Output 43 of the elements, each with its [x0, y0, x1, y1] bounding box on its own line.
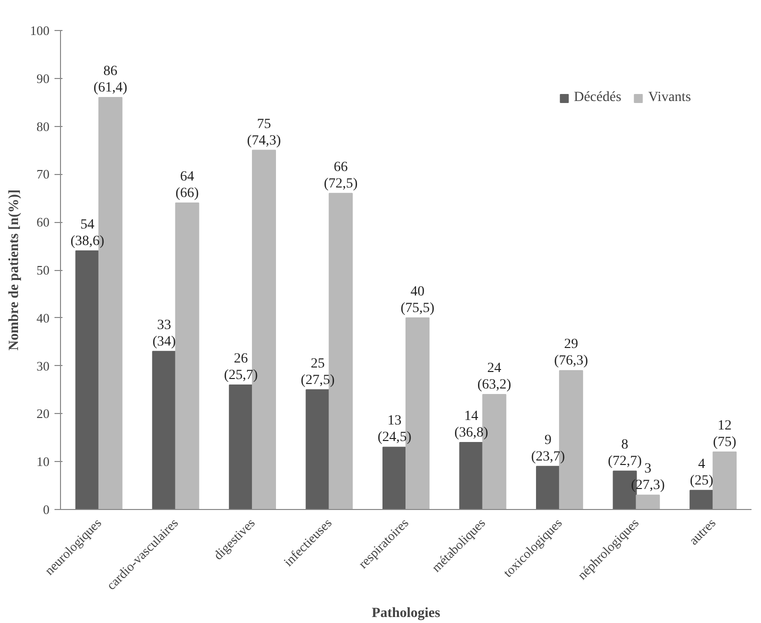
data-label: 33 (34) — [152, 318, 176, 350]
bar — [712, 452, 737, 510]
legend-label: Vivants — [648, 90, 691, 106]
y-tick-label: 0 — [43, 502, 50, 517]
data-label: 26 (25,7) — [224, 351, 258, 383]
bar — [75, 250, 100, 510]
bar — [459, 442, 484, 510]
y-tick-label: 90 — [36, 70, 50, 86]
data-label: 75 (74,3) — [247, 116, 282, 148]
data-label: 25 (27,5) — [300, 356, 335, 388]
data-label: 29 (76,3) — [554, 337, 588, 369]
legend-label: Décédés — [574, 90, 622, 106]
x-axis-title: Pathologies — [372, 606, 441, 621]
y-tick-label: 60 — [36, 214, 50, 230]
y-tick-label: 40 — [36, 310, 50, 326]
bar — [536, 466, 560, 510]
data-label: 24 (63,2) — [477, 361, 512, 393]
y-tick-label: 10 — [36, 454, 50, 470]
bar — [690, 490, 714, 510]
data-label: 4 (25) — [690, 456, 714, 488]
data-label: 86 (61,4) — [93, 64, 128, 96]
bar — [152, 350, 176, 510]
y-tick-label: 50 — [36, 262, 50, 278]
y-tick-label: 80 — [36, 118, 50, 134]
data-label: 64 (66) — [176, 169, 200, 201]
bar — [306, 389, 330, 510]
data-label: 40 (75,5) — [400, 284, 435, 316]
bar — [636, 494, 660, 510]
data-label: 13 (24,5) — [378, 414, 412, 446]
y-tick-label: 100 — [30, 23, 50, 38]
data-label: 8 (72,7) — [608, 438, 642, 470]
data-label: 14 (36,8) — [454, 408, 489, 440]
data-label: 54 (38,6) — [70, 217, 105, 249]
y-tick-label: 20 — [36, 406, 50, 422]
y-tick-label: 30 — [36, 358, 50, 374]
y-axis-title: Nombre de patients [n(%)] — [7, 189, 22, 351]
y-tick-label: 70 — [36, 166, 50, 182]
data-label: 9 (23,7) — [531, 432, 566, 464]
bar — [228, 384, 253, 510]
data-label: 12 (75) — [712, 418, 737, 450]
data-label: 66 (72,5) — [324, 160, 358, 192]
bar — [175, 202, 200, 510]
bar — [382, 446, 406, 510]
